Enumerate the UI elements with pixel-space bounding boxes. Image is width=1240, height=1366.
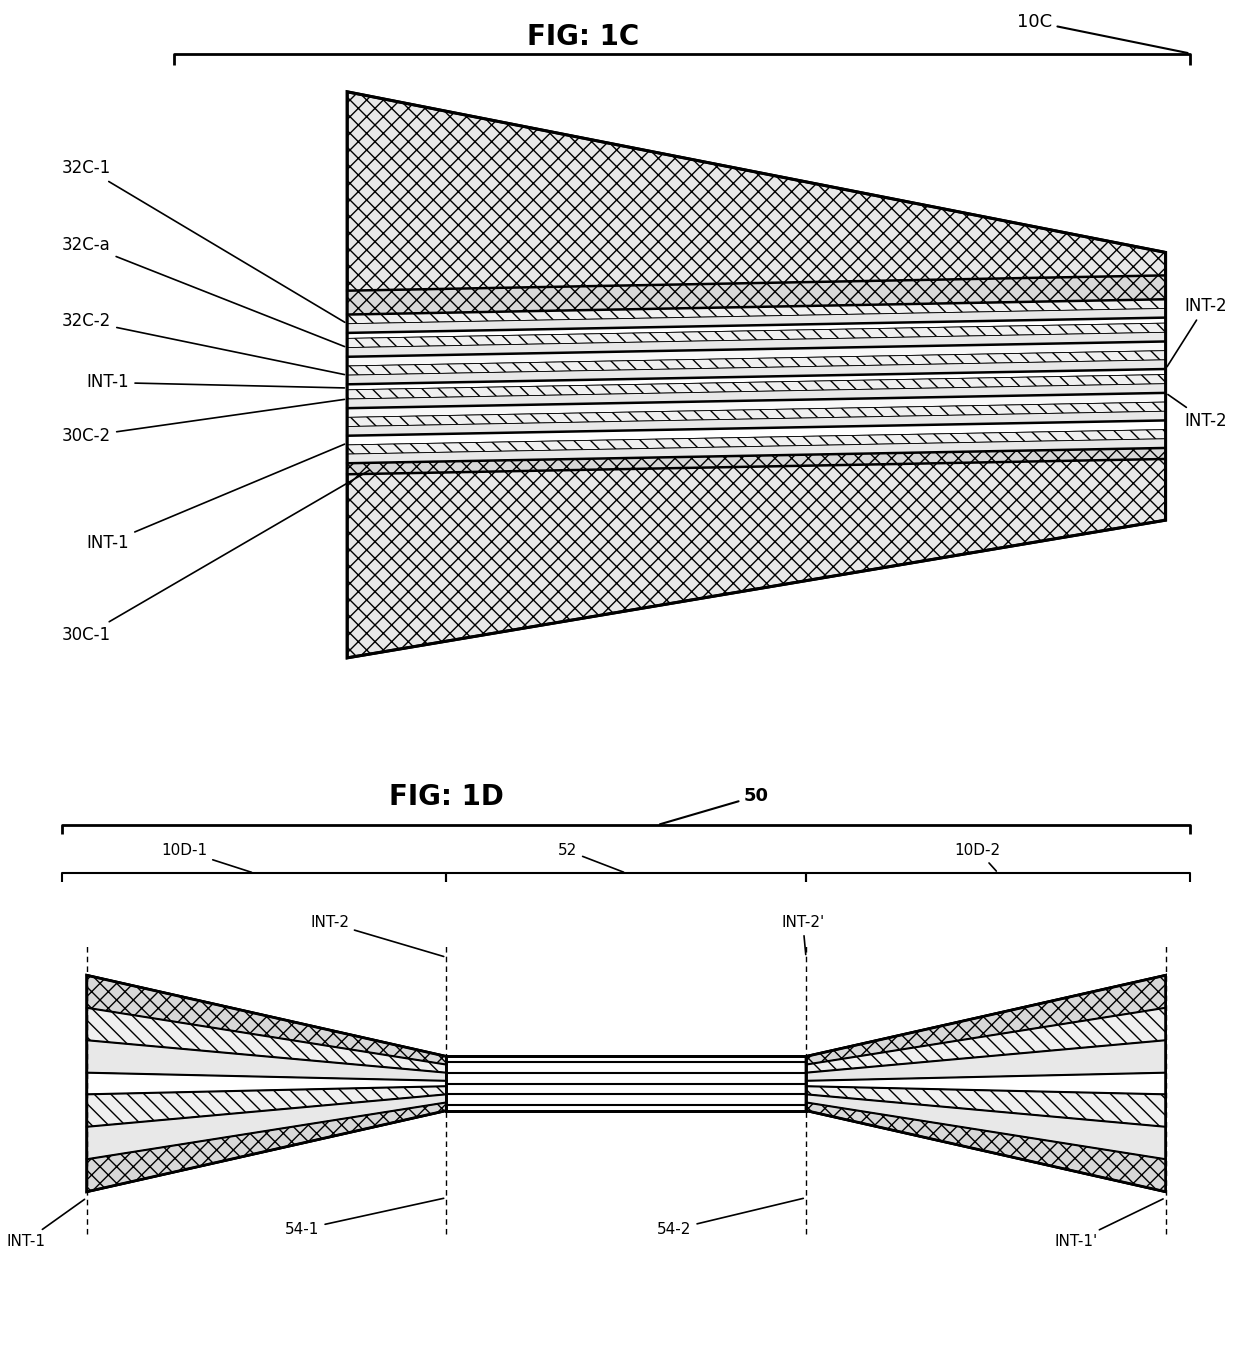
Text: 52: 52 xyxy=(558,843,624,872)
Polygon shape xyxy=(87,1041,446,1081)
Polygon shape xyxy=(806,1041,1166,1081)
Polygon shape xyxy=(347,92,1166,658)
Text: 50: 50 xyxy=(660,787,769,824)
Polygon shape xyxy=(347,411,1166,436)
Polygon shape xyxy=(806,1072,1166,1094)
Polygon shape xyxy=(347,342,1166,366)
Polygon shape xyxy=(347,276,1166,314)
Polygon shape xyxy=(347,421,1166,445)
Polygon shape xyxy=(806,975,1166,1191)
Polygon shape xyxy=(347,384,1166,408)
Polygon shape xyxy=(347,324,1166,347)
Text: 54-2: 54-2 xyxy=(657,1198,804,1236)
Polygon shape xyxy=(347,448,1166,474)
Polygon shape xyxy=(347,438,1166,463)
Text: INT-2: INT-2 xyxy=(310,915,444,956)
Polygon shape xyxy=(87,1102,446,1191)
Text: 10C: 10C xyxy=(1017,12,1188,53)
Polygon shape xyxy=(347,351,1166,376)
Polygon shape xyxy=(347,393,1166,418)
Text: INT-1: INT-1 xyxy=(87,444,345,552)
Text: INT-1: INT-1 xyxy=(87,373,345,392)
Polygon shape xyxy=(347,309,1166,333)
Text: INT-1': INT-1' xyxy=(1054,1199,1163,1249)
Text: 32C-a: 32C-a xyxy=(62,236,345,347)
Polygon shape xyxy=(347,429,1166,454)
Polygon shape xyxy=(87,975,446,1064)
Text: INT-2: INT-2 xyxy=(1168,395,1226,430)
Bar xyxy=(446,1056,806,1111)
Polygon shape xyxy=(87,975,446,1191)
Text: 30C-1: 30C-1 xyxy=(62,470,370,643)
Polygon shape xyxy=(806,1102,1166,1191)
Polygon shape xyxy=(347,402,1166,426)
Polygon shape xyxy=(347,332,1166,357)
Polygon shape xyxy=(347,374,1166,399)
Text: 32C-1: 32C-1 xyxy=(62,160,345,322)
Text: INT-2': INT-2' xyxy=(781,915,825,955)
Polygon shape xyxy=(347,318,1166,339)
Polygon shape xyxy=(87,1008,446,1072)
Text: 10D-1: 10D-1 xyxy=(161,843,252,873)
Text: INT-1: INT-1 xyxy=(6,1199,84,1249)
Polygon shape xyxy=(87,1086,446,1127)
Text: 30C-2: 30C-2 xyxy=(62,399,345,445)
Polygon shape xyxy=(806,1086,1166,1127)
Text: FIG: 1D: FIG: 1D xyxy=(389,783,503,811)
Text: INT-2: INT-2 xyxy=(1167,296,1226,366)
Polygon shape xyxy=(806,1094,1166,1160)
Polygon shape xyxy=(347,369,1166,389)
Text: FIG: 1C: FIG: 1C xyxy=(527,23,639,51)
Polygon shape xyxy=(806,975,1166,1064)
Polygon shape xyxy=(806,1008,1166,1072)
Polygon shape xyxy=(347,359,1166,384)
Text: 54-1: 54-1 xyxy=(285,1198,444,1236)
Text: 32C-2: 32C-2 xyxy=(62,313,345,374)
Polygon shape xyxy=(347,299,1166,324)
Polygon shape xyxy=(87,1094,446,1160)
Polygon shape xyxy=(87,1072,446,1094)
Text: 10D-2: 10D-2 xyxy=(955,843,1001,872)
